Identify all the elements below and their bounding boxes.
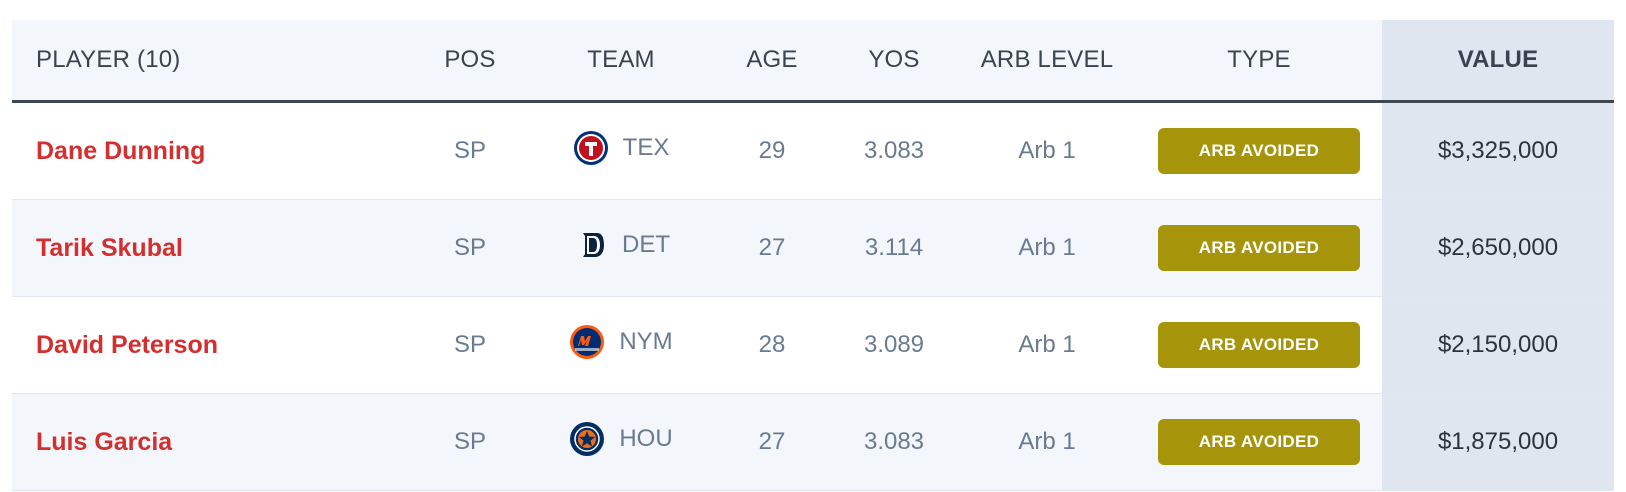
team-cell: NYM: [528, 296, 714, 394]
type-badge[interactable]: ARB AVOIDED: [1158, 322, 1360, 368]
pos-cell: SP: [412, 393, 528, 491]
yos-cell: 3.083: [830, 101, 958, 200]
arb-level-cell: Arb 1: [958, 296, 1136, 394]
age-cell: 27: [714, 393, 830, 491]
header-age[interactable]: AGE: [714, 20, 830, 103]
type-cell: ARB AVOIDED: [1136, 393, 1382, 491]
player-cell: Luis Garcia: [12, 393, 412, 491]
header-team[interactable]: TEAM: [528, 20, 714, 103]
team-abbreviation: DET: [622, 230, 670, 258]
team-cell: TEX: [528, 101, 714, 200]
age-cell: 27: [714, 199, 830, 297]
mets-logo-icon: [570, 324, 605, 359]
table-row: Dane Dunning SP TEX 29 3.083 Arb 1 ARB A…: [12, 101, 1614, 200]
arbitration-table-container: PLAYER (10) POS TEAM AGE YOS ARB LEVEL T…: [12, 20, 1614, 491]
team-cell: HOU: [528, 393, 714, 491]
value-cell: $2,150,000: [1382, 296, 1614, 394]
type-cell: ARB AVOIDED: [1136, 296, 1382, 394]
yos-cell: 3.114: [830, 199, 958, 297]
astros-logo-icon: [570, 421, 605, 456]
value-cell: $3,325,000: [1382, 101, 1614, 200]
player-name-link[interactable]: Tarik Skubal: [36, 233, 183, 262]
team-cell: DET: [528, 199, 714, 297]
header-value[interactable]: VALUE: [1382, 20, 1614, 103]
player-name-link[interactable]: David Peterson: [36, 330, 219, 359]
header-yos[interactable]: YOS: [830, 20, 958, 103]
table-row: Luis Garcia SP HOU 27 3.083 Arb 1 ARB AV…: [12, 393, 1614, 491]
player-cell: David Peterson: [12, 296, 412, 394]
type-badge[interactable]: ARB AVOIDED: [1158, 419, 1360, 465]
arb-level-cell: Arb 1: [958, 199, 1136, 297]
type-badge[interactable]: ARB AVOIDED: [1158, 225, 1360, 271]
rangers-logo-icon: [573, 130, 608, 165]
age-cell: 29: [714, 101, 830, 200]
arb-level-cell: Arb 1: [958, 393, 1136, 491]
player-name-link[interactable]: Dane Dunning: [36, 136, 206, 165]
header-type[interactable]: TYPE: [1136, 20, 1382, 103]
header-arb-level[interactable]: ARB LEVEL: [958, 20, 1136, 103]
header-pos[interactable]: POS: [412, 20, 528, 103]
value-cell: $2,650,000: [1382, 199, 1614, 297]
team-abbreviation: HOU: [619, 424, 673, 452]
table-row: Tarik Skubal SP DET 27 3.114 Arb 1 ARB A…: [12, 199, 1614, 297]
pos-cell: SP: [412, 296, 528, 394]
table-row: David Peterson SP NYM 28 3.089 Arb 1 ARB…: [12, 296, 1614, 394]
yos-cell: 3.089: [830, 296, 958, 394]
player-name-link[interactable]: Luis Garcia: [36, 427, 173, 456]
tigers-logo-icon: [583, 232, 604, 257]
yos-cell: 3.083: [830, 393, 958, 491]
header-player[interactable]: PLAYER (10): [12, 20, 412, 103]
type-badge[interactable]: ARB AVOIDED: [1158, 128, 1360, 174]
pos-cell: SP: [412, 101, 528, 200]
team-abbreviation: NYM: [619, 327, 673, 355]
value-cell: $1,875,000: [1382, 393, 1614, 491]
age-cell: 28: [714, 296, 830, 394]
arbitration-table: PLAYER (10) POS TEAM AGE YOS ARB LEVEL T…: [12, 20, 1614, 491]
arb-level-cell: Arb 1: [958, 101, 1136, 200]
type-cell: ARB AVOIDED: [1136, 101, 1382, 200]
type-cell: ARB AVOIDED: [1136, 199, 1382, 297]
player-cell: Tarik Skubal: [12, 199, 412, 297]
header-row: PLAYER (10) POS TEAM AGE YOS ARB LEVEL T…: [12, 20, 1614, 103]
pos-cell: SP: [412, 199, 528, 297]
player-cell: Dane Dunning: [12, 101, 412, 200]
team-abbreviation: TEX: [622, 133, 670, 161]
